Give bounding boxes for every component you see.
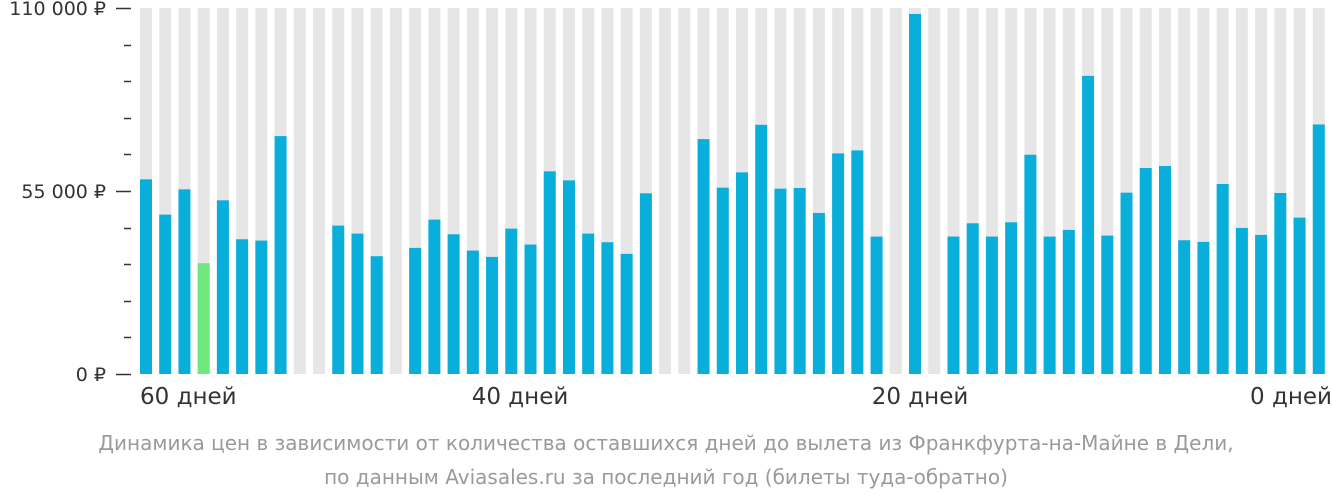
bar[interactable] — [755, 124, 768, 375]
bar[interactable] — [543, 171, 556, 374]
bar[interactable] — [505, 228, 518, 374]
y-tick-label: 110 000 ₽ — [9, 0, 106, 20]
background-column — [678, 8, 691, 374]
chart-caption-line-1: Динамика цен в зависимости от количества… — [98, 431, 1234, 455]
bar[interactable] — [447, 234, 460, 374]
x-tick-label: 0 дней — [1250, 384, 1332, 410]
bars — [140, 13, 1325, 375]
bar[interactable] — [466, 250, 479, 374]
bar[interactable] — [620, 253, 633, 374]
price-chart: 0 ₽ 55 000 ₽ 110 000 ₽ 60 дней 40 дней 20 дн… — [9, 0, 1332, 410]
bar[interactable] — [370, 256, 383, 374]
bar[interactable] — [1120, 192, 1133, 374]
bar[interactable] — [1293, 217, 1306, 374]
bar[interactable] — [524, 244, 537, 374]
bar[interactable] — [216, 200, 229, 374]
bar[interactable] — [562, 180, 575, 374]
bar[interactable] — [351, 233, 364, 374]
background-column — [293, 8, 306, 374]
bar[interactable] — [255, 240, 268, 374]
bar[interactable] — [1062, 229, 1075, 374]
bar[interactable] — [870, 236, 883, 374]
bar[interactable] — [812, 212, 825, 374]
background-column — [928, 8, 941, 374]
bar[interactable] — [1197, 241, 1210, 374]
bar[interactable] — [178, 189, 191, 374]
bar[interactable] — [985, 236, 998, 374]
bar[interactable] — [793, 188, 806, 374]
bar[interactable] — [236, 239, 249, 374]
background-column — [889, 8, 902, 374]
bar[interactable] — [1255, 234, 1268, 374]
x-tick-label: 40 дней — [472, 384, 569, 410]
bar[interactable] — [1274, 192, 1287, 374]
bar[interactable] — [274, 136, 287, 374]
bar[interactable] — [1178, 240, 1191, 374]
chart-caption-line-2: по данным Aviasales.ru за последний год … — [324, 465, 1008, 489]
bar[interactable] — [601, 242, 614, 374]
bar[interactable] — [1101, 235, 1114, 374]
background-column — [313, 8, 326, 374]
bar[interactable] — [409, 247, 422, 374]
bar[interactable] — [736, 172, 748, 374]
bar[interactable] — [697, 139, 710, 374]
bar[interactable] — [1158, 166, 1171, 374]
bar[interactable] — [332, 225, 345, 374]
bar[interactable] — [909, 13, 922, 374]
bar[interactable] — [1082, 75, 1095, 374]
x-axis: 60 дней 40 дней 20 дней 0 дней — [140, 384, 1332, 410]
bar[interactable] — [774, 188, 787, 374]
bar[interactable] — [966, 223, 979, 374]
bar-highlight[interactable] — [197, 263, 210, 374]
bar[interactable] — [639, 193, 652, 374]
x-tick-label: 20 дней — [872, 384, 969, 410]
background-column — [659, 8, 672, 374]
bar[interactable] — [140, 179, 152, 374]
bar[interactable] — [1312, 124, 1325, 374]
y-axis: 0 ₽ 55 000 ₽ 110 000 ₽ — [9, 0, 131, 386]
y-tick-label: 55 000 ₽ — [21, 181, 106, 203]
bar[interactable] — [832, 153, 845, 374]
bar[interactable] — [486, 256, 499, 374]
x-tick-label: 60 дней — [140, 384, 237, 410]
bar[interactable] — [582, 233, 595, 374]
bar[interactable] — [947, 236, 960, 374]
background-column — [505, 8, 518, 374]
bar[interactable] — [1216, 184, 1229, 374]
bar[interactable] — [159, 214, 172, 374]
bar[interactable] — [1024, 154, 1037, 374]
bar[interactable] — [1043, 236, 1056, 374]
bar[interactable] — [1005, 222, 1018, 374]
bar[interactable] — [1139, 168, 1152, 374]
bar[interactable] — [716, 187, 729, 374]
y-tick-label: 0 ₽ — [76, 364, 106, 386]
bar[interactable] — [1235, 227, 1248, 374]
background-column — [389, 8, 402, 374]
bar[interactable] — [851, 150, 864, 374]
bar[interactable] — [428, 219, 441, 374]
